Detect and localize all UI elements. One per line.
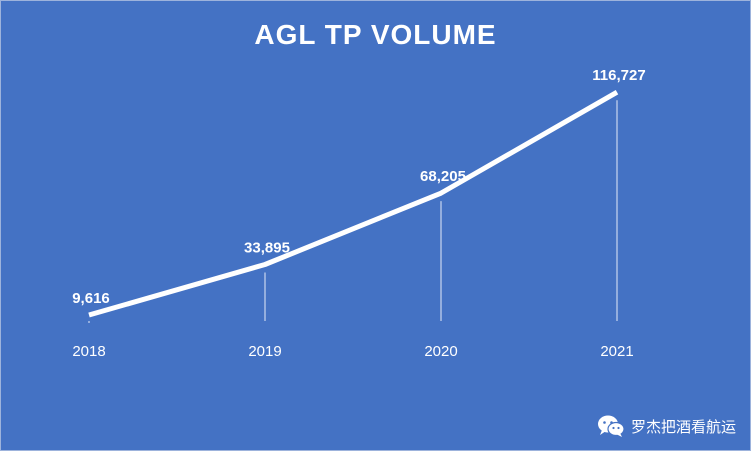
watermark: 罗杰把酒看航运 xyxy=(597,414,736,438)
data-label-2019: 33,895 xyxy=(244,239,290,256)
series-line xyxy=(88,90,619,318)
data-label-2021: 116,727 xyxy=(592,67,645,84)
watermark-text: 罗杰把酒看航运 xyxy=(630,417,736,436)
x-tick-label-2018: 2018 xyxy=(72,343,105,360)
chart-title: AGL TP VOLUME xyxy=(254,19,497,50)
data-label-2020: 68,205 xyxy=(420,168,466,185)
data-label-2018: 9,616 xyxy=(72,290,110,307)
x-tick-label-2020: 2020 xyxy=(424,343,457,360)
x-tick-label-2019: 2019 xyxy=(248,343,281,360)
wechat-icon xyxy=(597,415,625,437)
x-tick-label-2021: 2021 xyxy=(600,343,633,360)
